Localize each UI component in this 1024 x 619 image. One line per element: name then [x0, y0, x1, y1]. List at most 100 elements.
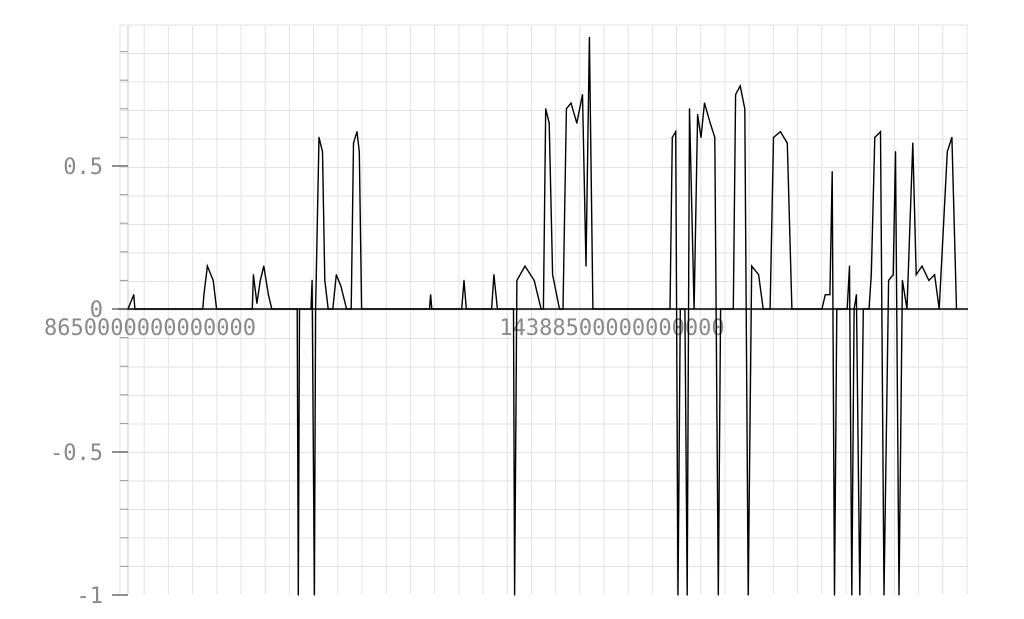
data-point — [514, 594, 516, 596]
data-point — [684, 308, 686, 310]
data-point — [496, 308, 498, 310]
data-point — [318, 136, 320, 138]
data-point — [267, 294, 269, 296]
data-point — [855, 294, 858, 296]
data-point — [321, 151, 324, 153]
data-point — [874, 136, 876, 138]
data-point — [906, 308, 908, 310]
data-point — [465, 308, 467, 310]
data-point — [565, 108, 568, 110]
data-point — [851, 594, 853, 596]
data-point — [762, 308, 764, 310]
data-point — [921, 265, 923, 267]
data-point — [206, 265, 208, 267]
data-point — [570, 102, 572, 104]
data-point — [428, 308, 431, 310]
data-point — [493, 274, 495, 276]
data-point — [346, 308, 348, 310]
data-point — [677, 594, 679, 596]
data-point — [585, 265, 587, 267]
data-point — [928, 279, 930, 281]
data-point — [892, 274, 894, 276]
data-point — [758, 274, 760, 276]
data-point — [912, 142, 914, 144]
data-point — [491, 308, 493, 310]
data-point — [836, 308, 838, 310]
series-group — [127, 36, 958, 596]
data-point — [296, 308, 298, 310]
data-point — [955, 308, 958, 310]
data-point — [512, 308, 515, 310]
data-point — [361, 308, 363, 310]
y-tick-label: 0 — [90, 298, 103, 323]
data-point — [735, 93, 737, 96]
data-point — [542, 308, 545, 310]
data-point — [700, 136, 702, 138]
data-point — [588, 36, 591, 38]
data-point — [709, 122, 711, 124]
data-point — [859, 594, 861, 596]
data-point — [311, 279, 313, 281]
data-point — [313, 594, 315, 596]
data-point — [791, 308, 793, 310]
data-point — [703, 102, 706, 104]
data-point — [883, 594, 885, 596]
data-point — [747, 594, 749, 596]
data-point — [256, 302, 258, 304]
data-point — [824, 294, 826, 296]
data-point — [592, 308, 594, 310]
data-point — [779, 131, 782, 133]
data-point — [732, 308, 734, 310]
data-point — [545, 108, 547, 110]
data-point — [212, 279, 214, 281]
data-point — [327, 308, 329, 310]
data-point — [310, 308, 312, 310]
data-point — [552, 274, 554, 276]
data-point — [562, 308, 564, 310]
data-point — [352, 142, 355, 144]
data-point — [846, 308, 848, 310]
data-point — [675, 131, 677, 133]
data-point — [894, 151, 897, 153]
data-point — [679, 308, 681, 310]
data-point — [831, 171, 833, 173]
data-point — [463, 279, 465, 281]
data-point — [133, 294, 135, 296]
y-tick-label: 0.5 — [63, 155, 103, 180]
data-point — [340, 285, 342, 287]
data-point — [821, 308, 823, 310]
x-axis-ticks: 8650000000000000 14388500000000000 — [44, 316, 725, 341]
data-point — [888, 279, 890, 281]
data-point — [524, 265, 526, 267]
x-tick-label: 14388500000000000 — [499, 316, 724, 341]
data-point — [576, 122, 578, 124]
data-point — [297, 594, 299, 596]
data-point — [356, 131, 358, 133]
data-point — [720, 308, 722, 310]
data-point — [879, 131, 882, 133]
data-point — [938, 308, 940, 310]
x-tick-label: 8650000000000000 — [44, 316, 256, 341]
data-point — [786, 142, 788, 144]
data-point — [862, 308, 864, 310]
data-point — [848, 265, 851, 267]
data-point — [259, 279, 261, 281]
data-point — [251, 308, 253, 310]
data-point — [870, 274, 872, 276]
data-point — [898, 594, 900, 596]
data-point — [688, 108, 691, 110]
data-point — [739, 85, 741, 87]
y-tick-label: -0.5 — [50, 441, 103, 466]
data-point — [540, 308, 542, 310]
data-point — [951, 136, 953, 138]
data-point — [829, 294, 831, 296]
data-point — [324, 279, 326, 281]
data-point — [669, 308, 671, 310]
data-point — [335, 274, 337, 276]
data-point — [868, 308, 870, 310]
data-point — [697, 113, 699, 116]
data-point — [686, 594, 688, 596]
data-point — [516, 279, 518, 281]
data-point — [134, 308, 136, 310]
